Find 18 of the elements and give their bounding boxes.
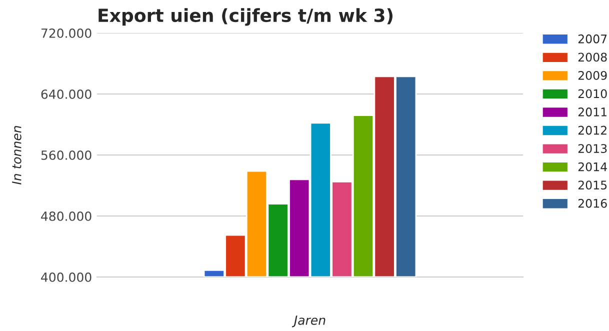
legend-label: 2009: [578, 70, 607, 80]
y-axis-title: In tonnen: [12, 126, 22, 184]
legend-label: 2011: [578, 108, 607, 116]
y-tick-label: 400.000: [41, 272, 92, 282]
y-tick-label: 480.000: [41, 211, 92, 221]
legend-label: 2008: [578, 52, 607, 62]
legend-label: 2013: [578, 144, 607, 154]
x-axis-title: Jaren: [292, 316, 326, 328]
legend-label: 2010: [578, 89, 607, 98]
y-tick-label: 560.000: [41, 150, 92, 160]
legend-label: 2015: [578, 180, 607, 190]
y-tick-label: 640.000: [41, 89, 92, 99]
legend-label: 2016: [578, 198, 607, 208]
chart-title: Export uien (cijfers t/m wk 3): [98, 8, 392, 26]
legend-label: 2014: [578, 162, 607, 172]
y-tick-label: 720.000: [41, 28, 92, 38]
legend-label: 2007: [578, 34, 607, 44]
legend-label: 2012: [578, 126, 606, 135]
